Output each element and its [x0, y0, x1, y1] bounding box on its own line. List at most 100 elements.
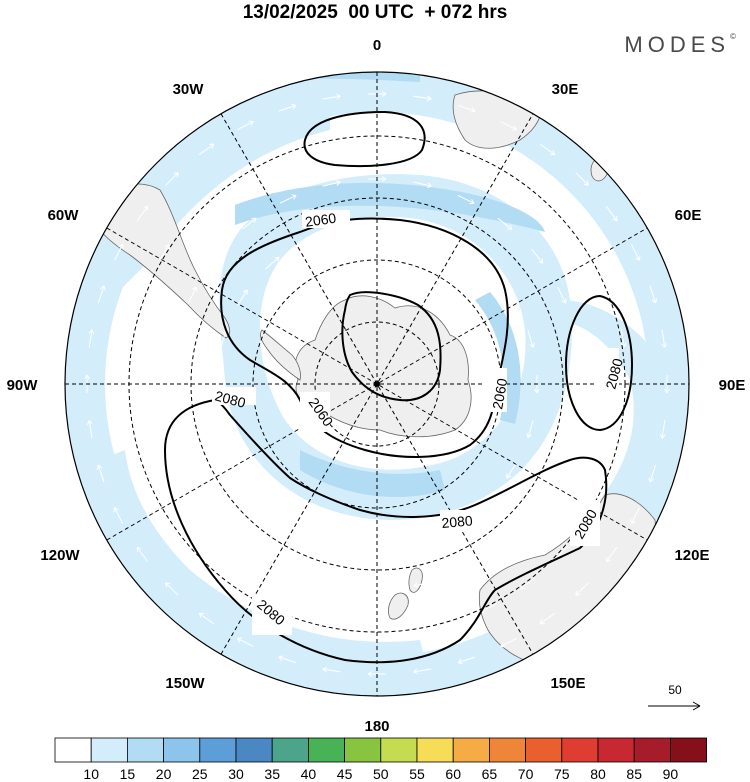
wind-arrow — [236, 637, 254, 647]
wind-arrow — [390, 223, 410, 230]
wind-arrow — [322, 180, 341, 187]
contour-label-bg — [212, 387, 256, 405]
wind-arrow — [413, 95, 432, 102]
lon-label-90e: 90E — [719, 377, 746, 394]
wind-arrow — [322, 579, 341, 587]
colorbar-swatch — [525, 737, 563, 763]
wind-arrow — [526, 420, 534, 439]
wind-arrow — [237, 462, 248, 479]
wind-arrow — [413, 581, 432, 588]
wind-shading-jet-core-2 — [255, 72, 420, 82]
colorbar-swatch — [452, 737, 490, 763]
wind-shading-sector-south — [100, 450, 430, 684]
lon-label-150w: 150W — [165, 675, 205, 692]
wind-arrow — [457, 104, 476, 113]
colorbar-label: 70 — [518, 766, 534, 782]
wind-arrow — [265, 256, 280, 270]
wind-arrow — [527, 330, 535, 348]
lon-label-120w: 120W — [40, 547, 80, 564]
wind-arrow — [278, 103, 297, 112]
colorbar-label: 75 — [554, 766, 570, 782]
wind-arrow — [279, 194, 297, 204]
wind-arrow — [136, 546, 149, 563]
wind-arrow — [237, 289, 248, 306]
contour-2060-closed-low-north — [303, 110, 426, 168]
wind-arrow — [457, 656, 476, 665]
wind-arrow — [556, 464, 567, 482]
wind-arrow — [457, 564, 475, 574]
wind-arrow — [497, 217, 513, 230]
wind-arrow — [575, 172, 589, 186]
wind-arrow — [584, 244, 595, 261]
colorbar-label: 10 — [83, 766, 99, 782]
wind-arrow — [241, 538, 257, 551]
wind-shading-jet-core-4 — [475, 292, 521, 424]
wind-arrow — [531, 248, 544, 264]
wind-arrow — [218, 178, 234, 191]
map-title: 13/02/2025 00 UTC + 072 hrs — [242, 2, 508, 23]
meridian-line — [220, 113, 534, 655]
colorbar-swatch — [561, 737, 599, 763]
colorbar-swatch — [235, 737, 273, 763]
colorbar-swatch — [90, 737, 128, 763]
reference-vector-label: 50 — [668, 683, 682, 697]
new-zealand-north-island — [408, 567, 423, 593]
wind-arrow — [299, 139, 318, 147]
wind-arrow — [605, 546, 618, 563]
contour-label: 2060 — [304, 210, 337, 230]
colorbar-label: 40 — [301, 766, 317, 782]
wind-arrow — [113, 507, 124, 524]
contour-2060-inner — [341, 291, 442, 402]
colorbar-label: 85 — [626, 766, 642, 782]
colorbar-label: 30 — [228, 766, 244, 782]
wind-arrow — [301, 524, 319, 534]
contour-labels: 2060 2060 2060 2060 2080 2080 2080 2080 … — [212, 209, 627, 629]
wind-arrow — [219, 420, 227, 438]
colorbar-swatch — [670, 737, 708, 763]
wind-arrow — [114, 243, 124, 261]
lon-label-90w: 90W — [7, 377, 39, 394]
wind-arrow — [500, 637, 517, 648]
contour-label-bg — [597, 348, 619, 392]
wind-arrow — [520, 178, 536, 191]
wind-arrow — [86, 420, 93, 439]
colorbar-label: 45 — [337, 766, 353, 782]
colorbar-label: 20 — [156, 766, 172, 782]
wind-arrow — [630, 244, 641, 261]
wind-arrow — [391, 132, 410, 139]
wind-arrow — [187, 286, 198, 304]
colorbar-swatch — [344, 737, 382, 763]
wind-arrow — [500, 121, 518, 131]
wind-arrow — [413, 181, 432, 189]
lon-label-60w: 60W — [48, 207, 80, 224]
wind-arrow — [129, 328, 136, 348]
contour-label: 2080 — [213, 387, 247, 411]
wind-arrow — [344, 538, 364, 545]
colorbar-label: 65 — [482, 766, 498, 782]
wind-shading-jet-core-3 — [300, 450, 445, 498]
wind-arrow — [413, 668, 432, 675]
south-pole-marker — [374, 381, 380, 387]
wind-arrow — [497, 538, 513, 551]
wind-arrow — [605, 205, 618, 222]
wind-shading-jet-core — [235, 182, 545, 232]
contour-label-bg — [302, 210, 350, 228]
colorbar-swatch — [380, 737, 418, 763]
colorbar-swatch — [163, 737, 201, 763]
wind-arrow — [165, 582, 179, 596]
colorbar-label: 50 — [373, 766, 389, 782]
wind-arrow — [648, 464, 657, 483]
wind-arrow — [572, 420, 580, 439]
contour-label: 2080 — [602, 356, 626, 390]
colorbar-swatch — [199, 737, 237, 763]
wind-arrow — [159, 244, 170, 261]
colorbar-swatch — [127, 737, 165, 763]
wind-arrow — [436, 621, 455, 629]
wind-arrow — [165, 172, 179, 186]
lon-label-180: 180 — [364, 718, 389, 735]
colorbar-label: 55 — [409, 766, 425, 782]
antarctic-peninsula — [260, 329, 301, 381]
wind-arrow — [139, 465, 148, 483]
wind-arrow — [531, 504, 544, 520]
